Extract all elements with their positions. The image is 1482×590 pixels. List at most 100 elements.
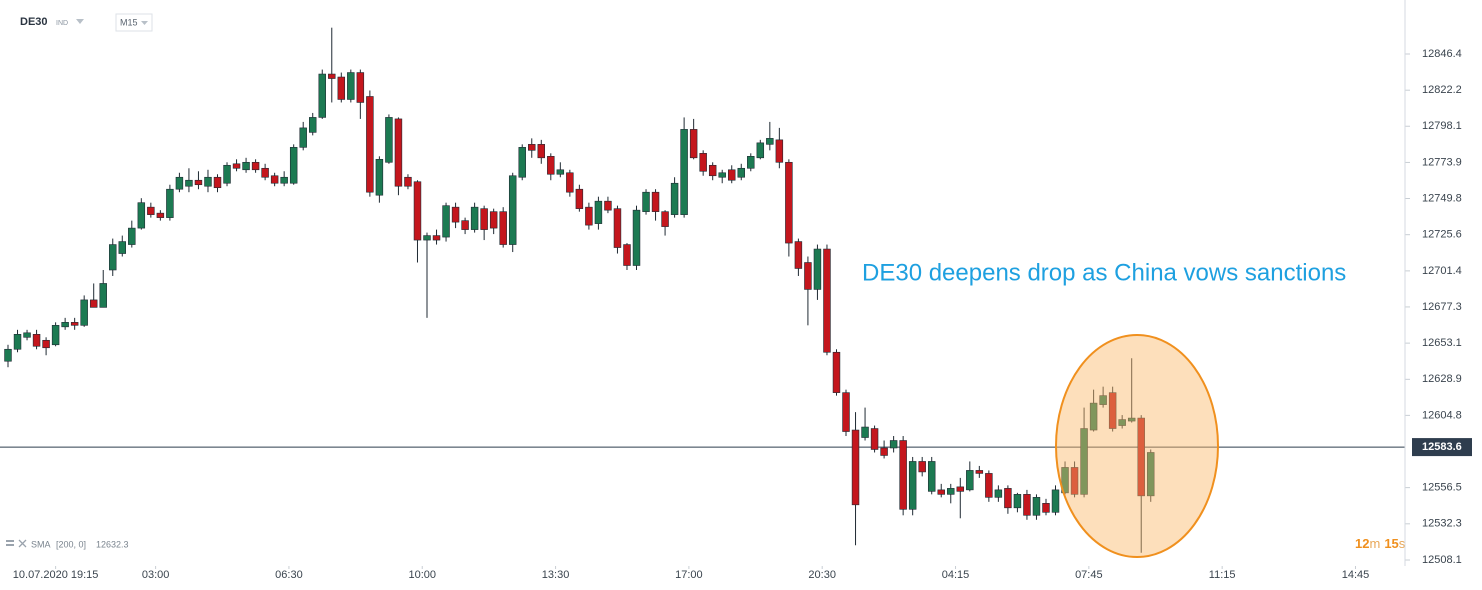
indicator-close[interactable]: [18, 539, 27, 548]
candle-body: [632, 209, 641, 266]
candle-body: [213, 176, 222, 189]
symbol: DE30: [20, 16, 48, 28]
candle-body: [118, 241, 127, 254]
candle-body: [166, 188, 174, 218]
candle-body: [537, 144, 546, 159]
candle-body: [489, 211, 498, 229]
candle-body: [870, 428, 879, 450]
countdown-seconds-unit: s: [1399, 536, 1406, 551]
y-tick-label: 12677.3: [1422, 301, 1462, 313]
candle-body: [508, 175, 517, 245]
candle-body: [1080, 428, 1088, 495]
countdown-minutes-unit: m: [1369, 536, 1380, 551]
candle-body: [80, 299, 88, 326]
candle-body: [823, 248, 831, 353]
candle-body: [1013, 494, 1022, 509]
x-tick-label: 10.07.2020 19:15: [13, 569, 99, 581]
x-tick-label: 10:00: [408, 569, 436, 581]
candle-body: [813, 248, 822, 290]
axis-layer: 12846.4 12822.2 12798.1 12773.9 12749.8 12725…: [13, 48, 1462, 581]
candle-body: [1061, 467, 1069, 494]
y-tick-label: 12701.4: [1422, 265, 1462, 277]
candle-body: [70, 322, 79, 326]
candle-body: [1070, 467, 1079, 495]
candle-body: [927, 461, 936, 492]
candle-body: [242, 161, 250, 171]
candle-body: [4, 348, 12, 362]
x-tick-label: 13:30: [542, 569, 570, 581]
x-tick-label: 04:15: [942, 569, 970, 581]
candle-body: [651, 191, 660, 212]
candle-body: [899, 440, 907, 510]
candle-body: [89, 299, 98, 308]
candle-body: [289, 147, 298, 184]
candle-body: [737, 167, 745, 178]
candle-body: [1108, 392, 1117, 429]
candle-body: [766, 138, 774, 145]
candle-body: [804, 262, 812, 290]
candle-body: [109, 244, 117, 271]
candle-body: [280, 176, 288, 184]
y-tick-label: 12556.5: [1422, 482, 1462, 494]
symbol-header: DE30 IND M15: [20, 13, 153, 32]
candle-body: [1042, 503, 1050, 513]
candle-body: [223, 164, 231, 184]
candle-body: [232, 163, 241, 169]
candle-body: [918, 461, 926, 473]
candle-body: [185, 179, 193, 187]
candle-body: [309, 117, 317, 133]
candle-body: [889, 440, 898, 449]
countdown-seconds: 15: [1384, 536, 1398, 551]
candle-body: [613, 208, 622, 248]
countdown-minutes: 12: [1355, 536, 1369, 551]
dropdown-arrow[interactable]: [76, 19, 84, 24]
highlight-circle: [1055, 334, 1219, 558]
candle-body: [861, 426, 869, 438]
candle-body: [785, 161, 793, 244]
interval-button[interactable]: [115, 13, 153, 32]
indicator-value: 12632.3: [96, 539, 129, 549]
candle-body: [623, 244, 631, 266]
candle-body: [432, 235, 441, 241]
candle-body: [547, 156, 555, 175]
candle-body: [366, 96, 374, 193]
candle-body: [880, 447, 888, 456]
candle-body: [1118, 419, 1126, 426]
x-tick-label: 20:30: [808, 569, 836, 581]
candle-body: [480, 208, 488, 230]
countdown: 12m 15s: [1355, 536, 1406, 551]
candle-body: [947, 488, 955, 495]
y-tick-label: 12773.9: [1422, 156, 1462, 168]
candle-body: [775, 139, 784, 163]
candle-body: [194, 179, 203, 186]
candle-body: [347, 72, 355, 100]
last-price-box: [1412, 438, 1472, 457]
indicator-params: [200, 0]: [56, 539, 86, 549]
candle-body: [756, 142, 765, 159]
candle-body: [175, 176, 184, 190]
candle-body: [528, 144, 536, 151]
x-tick-label: 14:45: [1342, 569, 1370, 581]
candle-body: [299, 127, 307, 148]
candle-body: [32, 334, 41, 347]
candle-body: [394, 118, 403, 187]
candle-body: [642, 191, 650, 212]
candle-body: [442, 205, 450, 238]
y-tick-label: 12628.9: [1422, 373, 1462, 385]
indicator-name: SMA: [31, 539, 51, 549]
interval-arrow: [141, 21, 148, 25]
candle-body: [708, 164, 717, 177]
candle-body: [585, 206, 593, 226]
candle-body: [337, 76, 346, 100]
candle-body: [251, 161, 260, 171]
candle-body: [670, 182, 679, 215]
y-tick-label: 12749.8: [1422, 192, 1462, 204]
candle-body: [1051, 489, 1060, 513]
x-tick-label: 06:30: [275, 569, 303, 581]
candle-body: [832, 351, 841, 393]
y-tick-label: 12604.8: [1422, 409, 1462, 421]
candle-body: [956, 486, 965, 492]
candle-body: [985, 473, 993, 498]
candle-body: [385, 117, 393, 163]
